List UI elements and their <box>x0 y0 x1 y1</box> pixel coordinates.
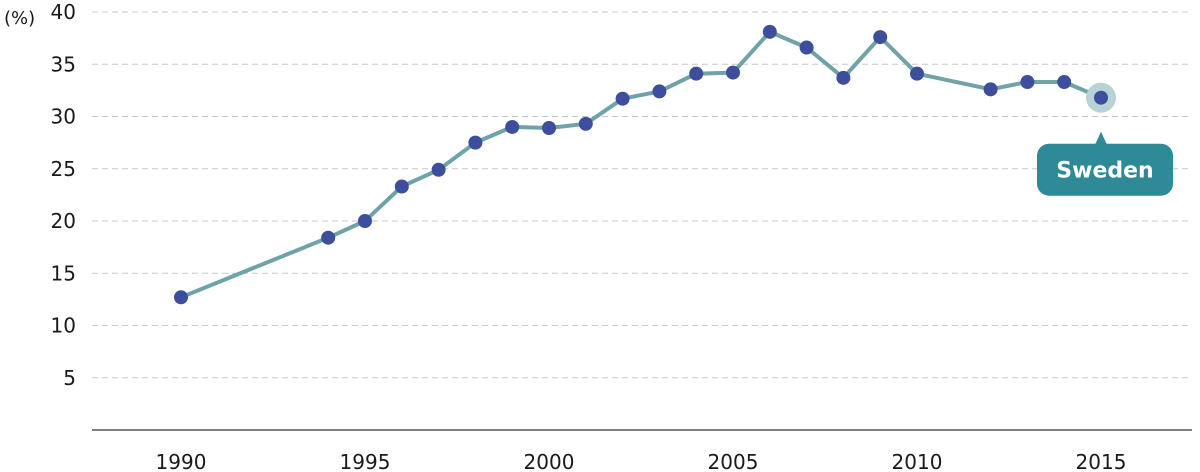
data-point-2008 <box>836 70 851 85</box>
data-point-1996 <box>394 179 409 194</box>
annotation-layer: Sweden <box>1037 131 1173 196</box>
data-point-2003 <box>652 84 667 99</box>
series-layer <box>174 24 1116 305</box>
y-tick-label-25: 25 <box>51 157 76 181</box>
data-point-1990 <box>174 290 188 305</box>
data-point-2006 <box>762 24 777 39</box>
axis-layer: 5 10 15 20 25 30 35 40 (%) 1990 1995 2000 2005 2010 20… <box>4 0 1192 472</box>
data-point-1999 <box>505 119 520 134</box>
y-tick-label-40: 40 <box>51 0 76 24</box>
data-point-2005 <box>726 65 740 80</box>
data-point-2007 <box>799 40 814 55</box>
data-point-1997 <box>431 162 446 177</box>
y-tick-label-30: 30 <box>51 105 76 129</box>
y-tick-label-10: 10 <box>51 314 76 338</box>
series-line-0 <box>179 29 1103 300</box>
data-point-2001 <box>578 116 593 131</box>
callout-pointer <box>1095 131 1107 145</box>
y-axis-unit-label: (%) <box>4 8 35 29</box>
x-tick-label-2000: 2000 <box>524 450 575 472</box>
data-point-2000 <box>542 120 556 135</box>
y-tick-label-35: 35 <box>51 52 76 76</box>
grid-layer <box>92 11 1192 379</box>
x-tick-label-2005: 2005 <box>708 450 759 472</box>
data-point-2012 <box>983 82 998 97</box>
x-tick-label-1995: 1995 <box>340 450 391 472</box>
data-point-2015 <box>1094 90 1108 105</box>
x-tick-label-2010: 2010 <box>892 450 943 472</box>
data-point-2013 <box>1020 75 1035 90</box>
data-point-1994 <box>321 230 336 245</box>
callout-box <box>1037 143 1173 196</box>
y-tick-label-5: 5 <box>63 366 76 390</box>
x-tick-label-2015: 2015 <box>1076 450 1127 472</box>
x-tick-label-1990: 1990 <box>156 450 207 472</box>
data-point-2009 <box>873 30 888 45</box>
data-point-1995 <box>358 214 372 228</box>
y-tick-label-15: 15 <box>51 261 76 285</box>
data-point-2014 <box>1057 75 1072 90</box>
data-point-2004 <box>689 66 704 81</box>
data-point-2002 <box>615 91 630 106</box>
callout-label: Sweden <box>1056 159 1153 184</box>
data-point-2010 <box>910 66 924 81</box>
data-point-1998 <box>468 135 483 150</box>
y-tick-label-20: 20 <box>51 209 76 233</box>
